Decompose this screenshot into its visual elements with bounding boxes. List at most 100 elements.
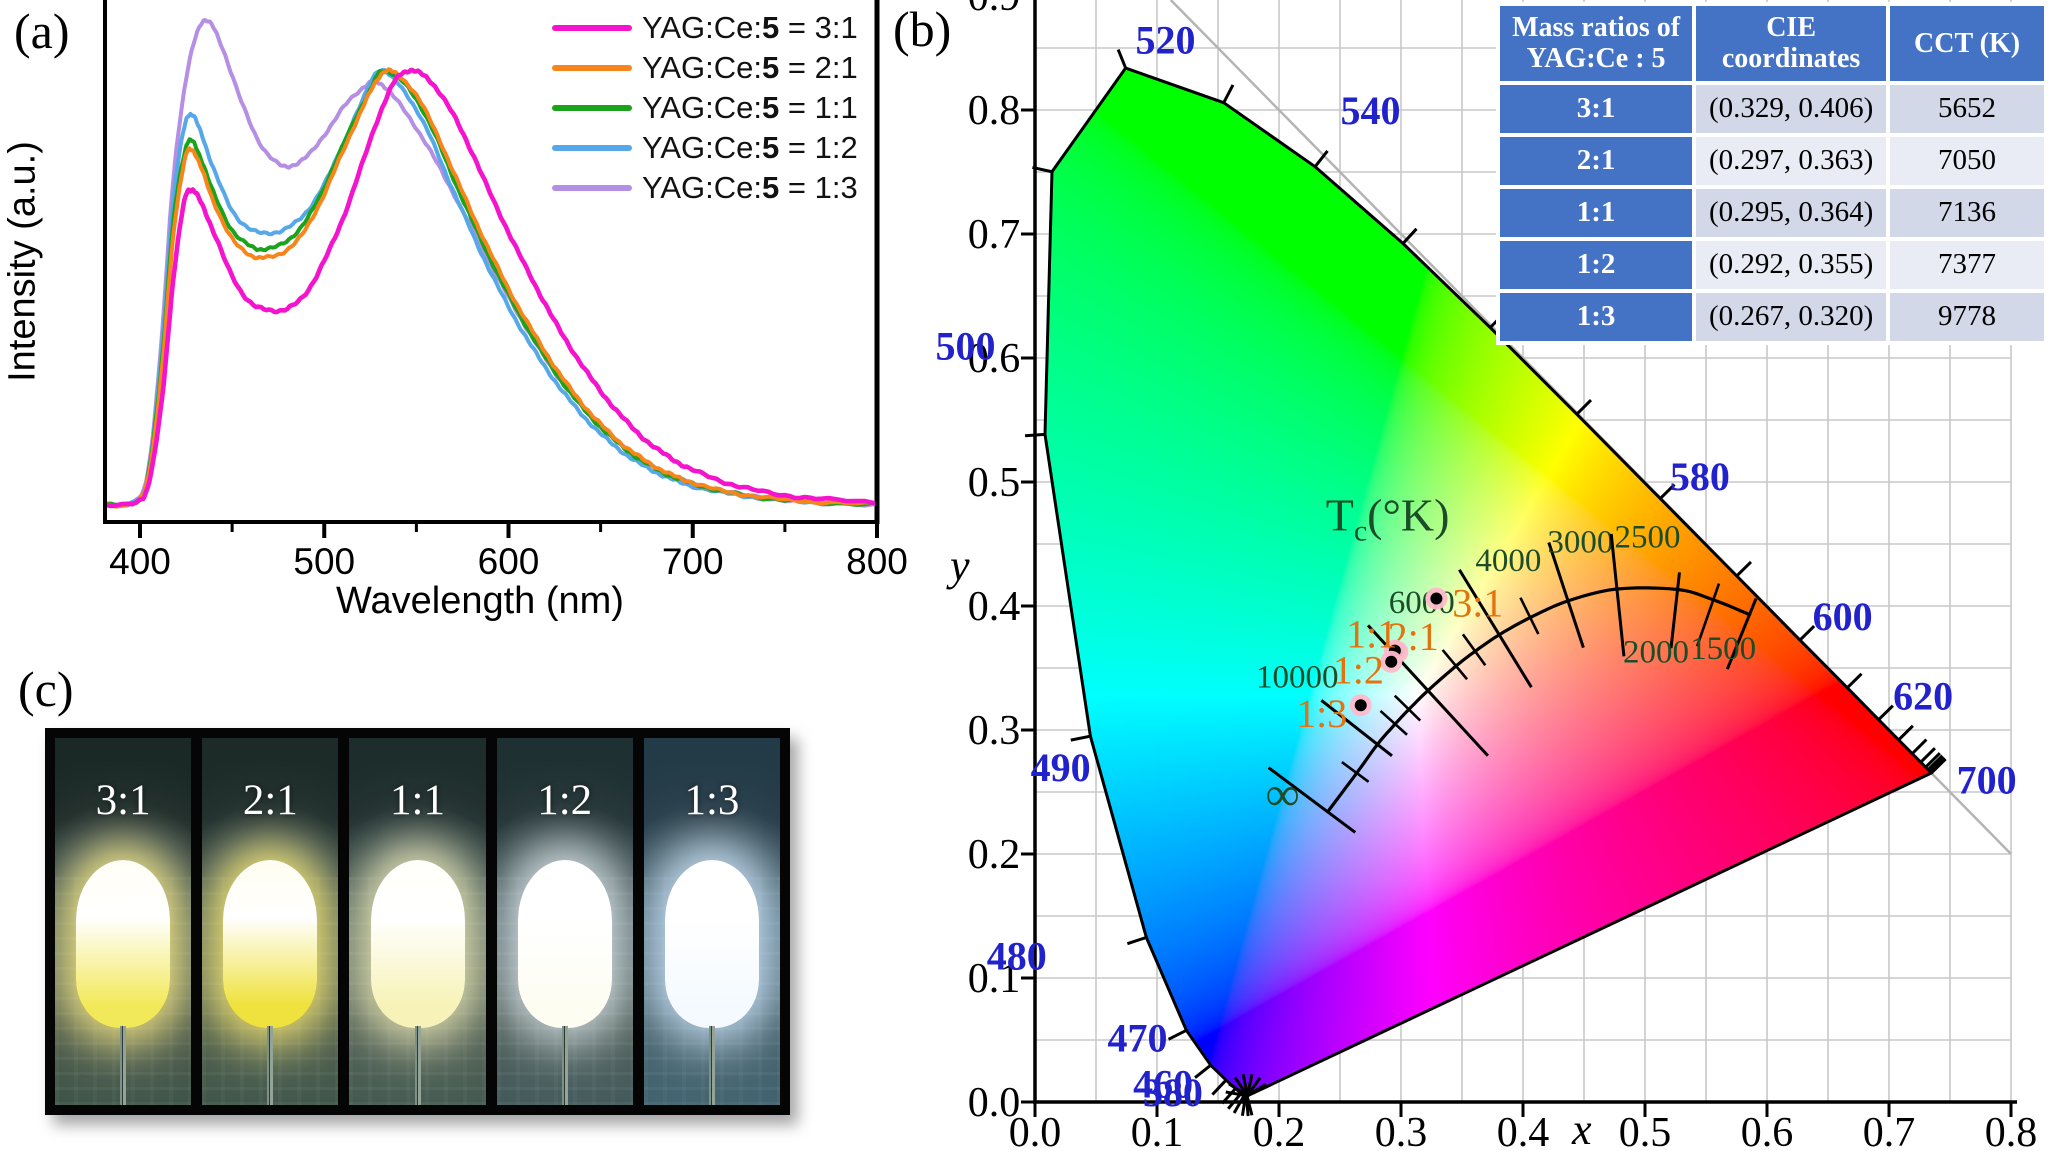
table-cell-cie: (0.295, 0.364) (1696, 188, 1887, 237)
x-axis-title-spectra: Wavelength (nm) (336, 580, 624, 622)
wavelength-label-700: 700 (1957, 758, 2017, 803)
cie-x-tick-label: 0.4 (1497, 1110, 1550, 1151)
locus-wavelength-tick (1244, 1095, 1250, 1117)
locus-wavelength-tick (1194, 1063, 1212, 1079)
locus-wavelength-tick (1227, 1092, 1243, 1110)
locus-wavelength-tick (1924, 752, 1941, 769)
table-cell-ratio: 1:1 (1500, 188, 1693, 237)
table-row: 2:1 (0.297, 0.363) 7050 (1500, 136, 2044, 185)
locus-wavelength-tick (1659, 483, 1676, 500)
spectra-x-tick-label: 800 (846, 541, 908, 582)
point-label-1:1: 1:1 (1346, 612, 1397, 657)
led-photo: 1:3 (643, 738, 781, 1105)
spectra-x-tick-label: 400 (109, 541, 171, 582)
isotherm-4000 (1458, 568, 1533, 688)
y-axis-title-spectra: Intensity (a.u.) (1, 141, 44, 382)
spectra-curves (107, 18, 875, 509)
legend-item-label: YAG:Ce:5 = 1:1 (642, 90, 858, 125)
isotherm-3500 (1519, 597, 1540, 635)
led-wire (561, 1026, 568, 1105)
isotherm-10000 (1320, 699, 1393, 757)
wavelength-label-460: 460 (1133, 1061, 1193, 1106)
locus-wavelength-tick (1221, 1087, 1237, 1105)
table-header-row: Mass ratios of YAG:Ce : 5 CIE coordinate… (1500, 6, 2044, 81)
point-label-1:2: 1:2 (1333, 647, 1384, 692)
planckian-title: Tc(°K) (1326, 489, 1450, 547)
spectrum-curve-= 3:1 (107, 67, 875, 509)
table-row: 1:1 (0.295, 0.364) 7136 (1500, 188, 2044, 237)
table-cell-cie: (0.329, 0.406) (1696, 84, 1887, 133)
legend-line-swatch (552, 145, 632, 151)
panel-a-label: (a) (14, 3, 70, 59)
isotherm-7000 (1393, 694, 1422, 722)
cie-y-tick-label: 0.1 (968, 956, 1021, 1002)
legend-item: YAG:Ce:5 = 1:2 (552, 128, 858, 168)
cie-x-tick-label: 0.3 (1375, 1110, 1428, 1151)
locus-wavelength-tick (1032, 165, 1053, 174)
led-wire (414, 1026, 421, 1105)
y-axis-title-cie: y (950, 541, 970, 590)
cie-y-tick-label: 0.0 (968, 1080, 1021, 1126)
locus-wavelength-tick (1897, 724, 1914, 741)
isotherm-label-2000: 2000 (1623, 635, 1689, 671)
led-photo-strip: 3:1 2:1 1:1 1:2 1:3 (45, 728, 790, 1115)
led-photo: 1:1 (349, 738, 486, 1105)
table-row: 3:1 (0.329, 0.406) 5652 (1500, 84, 2044, 133)
point-label-3:1: 3:1 (1452, 581, 1503, 626)
led-wire (120, 1026, 127, 1105)
point-dot-3:1 (1430, 592, 1443, 605)
legend-line-swatch (552, 65, 632, 71)
locus-wavelength-tick (1930, 757, 1947, 775)
spectra-x-tick-label: 600 (478, 541, 540, 582)
table-cell-ratio: 3:1 (1500, 84, 1693, 133)
table-cell-cie: (0.297, 0.363) (1696, 136, 1887, 185)
cie-y-tick-label: 0.7 (968, 212, 1021, 258)
led-ratio-label: 3:1 (95, 777, 151, 824)
isotherm-label-3000: 3000 (1547, 524, 1613, 560)
spectra-x-tick-label: 700 (662, 541, 724, 582)
isotherm-4500 (1461, 633, 1487, 666)
legend-line-swatch (552, 185, 632, 191)
isotherm-8000 (1379, 709, 1408, 736)
panel-c-label: (c) (18, 661, 74, 717)
table-header-cct: CCT (K) (1890, 6, 2044, 81)
led-bulb (370, 860, 465, 1028)
isotherm-5000 (1441, 649, 1469, 681)
legend-item: YAG:Ce:5 = 1:3 (552, 168, 858, 208)
isotherm-label-4000: 4000 (1475, 543, 1541, 579)
table-cell-cie: (0.267, 0.320) (1696, 292, 1887, 341)
cie-y-tick-label: 0.2 (968, 832, 1021, 878)
x-axis-title-cie: x (1572, 1105, 1592, 1151)
table-cell-cct: 5652 (1890, 84, 2044, 133)
isotherm-label-1500: 1500 (1690, 631, 1756, 667)
cie-y-tick-label: 0.5 (968, 460, 1021, 506)
isotherm-15000 (1341, 761, 1370, 783)
table-header-cie: CIE coordinates (1696, 6, 1887, 81)
cie-x-tick-label: 0.0 (1009, 1110, 1062, 1151)
locus-wavelength-tick (1919, 747, 1936, 764)
led-ratio-label: 2:1 (242, 777, 298, 824)
locus-wavelength-tick (1222, 84, 1235, 104)
legend-line-swatch (552, 25, 632, 31)
legend-line-swatch (552, 105, 632, 111)
legend-item-label: YAG:Ce:5 = 3:1 (642, 10, 858, 45)
locus-wavelength-tick (1928, 756, 1946, 773)
table-cell-ratio: 1:2 (1500, 240, 1693, 289)
led-ratio-label: 1:1 (390, 777, 445, 824)
cie-y-tick-label: 0.8 (968, 88, 1021, 134)
cie-x-tick-label: 0.5 (1619, 1110, 1672, 1151)
led-wire (267, 1026, 274, 1105)
cie-cct-table: Mass ratios of YAG:Ce : 5 CIE coordinate… (1496, 2, 2048, 345)
legend-item-label: YAG:Ce:5 = 2:1 (642, 50, 858, 85)
point-label-1:3: 1:3 (1296, 691, 1347, 736)
wavelength-label-500: 500 (935, 324, 995, 369)
spectra-x-tick-label: 500 (293, 541, 355, 582)
table-cell-cct: 7136 (1890, 188, 2044, 237)
locus-wavelength-tick (1798, 624, 1816, 642)
wavelength-label-580: 580 (1670, 454, 1730, 499)
isotherm-label-2500: 2500 (1614, 519, 1680, 555)
point-dot-1:3 (1354, 699, 1367, 712)
wavelength-label-540: 540 (1341, 88, 1401, 133)
